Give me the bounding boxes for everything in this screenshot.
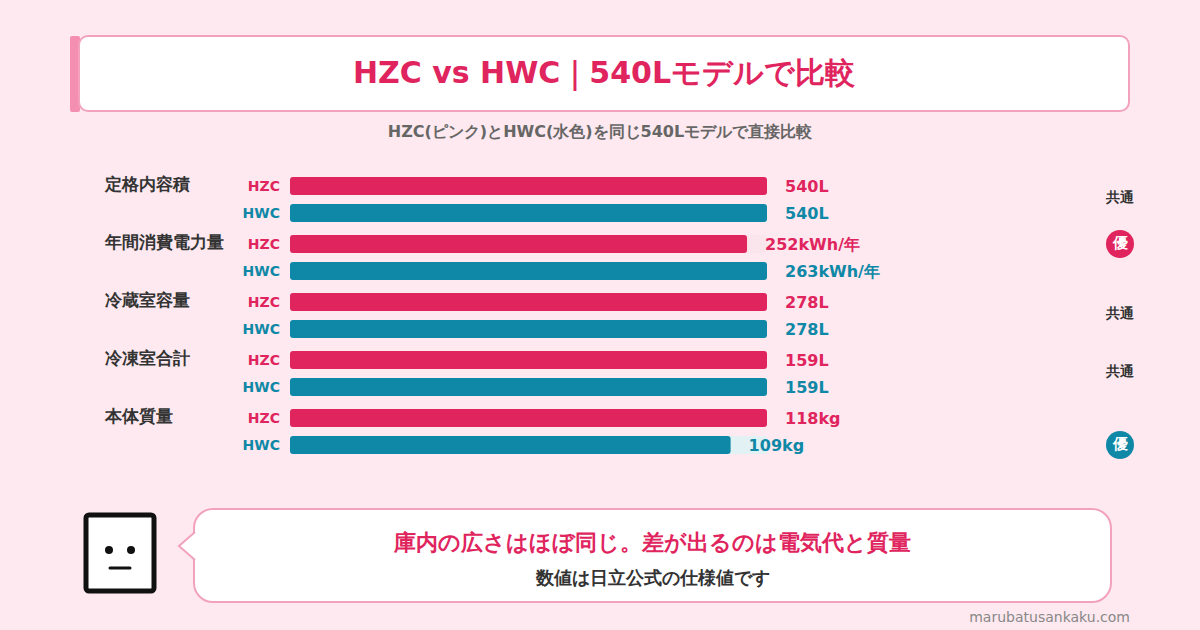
html-text:冷蔵室容量: 冷蔵室容量 — [105, 290, 190, 310]
html-text:HZC vs HWC｜540Lモデルで比較: HZC vs HWC｜540Lモデルで比較 — [352, 55, 856, 90]
html-text:冷凍室合計: 冷凍室合計 — [105, 348, 190, 368]
svg-text:HWC: HWC — [243, 379, 280, 395]
html-text:HZC(ピンク)とHWC(水色)を同じ540Lモデルで直接比: HZC(ピンク)とHWC(水色)を同じ540Lモデルで直接比較 — [387, 122, 813, 141]
svg-text:HZC: HZC — [248, 236, 280, 252]
html-text:共通: 共通 — [1106, 363, 1134, 379]
svg-text:278L: 278L — [785, 320, 829, 339]
svg-text:278L: 278L — [785, 293, 829, 312]
svg-text:109kg: 109kg — [749, 436, 805, 455]
svg-text:159L: 159L — [785, 378, 829, 397]
html-text:本体質量: 本体質量 — [105, 406, 173, 426]
svg-text:118kg: 118kg — [785, 409, 841, 428]
html-text:優: 優 — [1112, 435, 1128, 453]
html-text:年間消費電力量: 年間消費電力量 — [105, 232, 224, 252]
svg-text:252kWh/年: 252kWh/年 — [765, 235, 860, 254]
html-text:共通: 共通 — [1106, 189, 1134, 205]
html-text:定格内容積: 定格内容積 — [105, 174, 190, 194]
html-text:庫内の広さはほぼ同じ。差が出るのは電気代と質量: 庫内の広さはほぼ同じ。差が出るのは電気代と質量 — [394, 530, 911, 555]
svg-text:HWC: HWC — [243, 321, 280, 337]
svg-text:HZC: HZC — [248, 294, 280, 310]
html-text:数値は日立公式の仕様値です: 数値は日立公式の仕様値です — [535, 567, 770, 588]
html-text:優: 優 — [1112, 234, 1128, 252]
svg-text:HZC: HZC — [248, 410, 280, 426]
svg-text:263kWh/年: 263kWh/年 — [785, 262, 880, 281]
svg-text:HZC: HZC — [248, 178, 280, 194]
svg-text:159L: 159L — [785, 351, 829, 370]
svg-text:540L: 540L — [785, 177, 829, 196]
svg-text:540L: 540L — [785, 204, 829, 223]
svg-text:HWC: HWC — [243, 263, 280, 279]
svg-text:HWC: HWC — [243, 437, 280, 453]
svg-text:HWC: HWC — [243, 205, 280, 221]
html-text:marubatusankaku.com: marubatusankaku.com — [969, 609, 1130, 625]
svg-text:HZC: HZC — [248, 352, 280, 368]
html-text:共通: 共通 — [1106, 305, 1134, 321]
